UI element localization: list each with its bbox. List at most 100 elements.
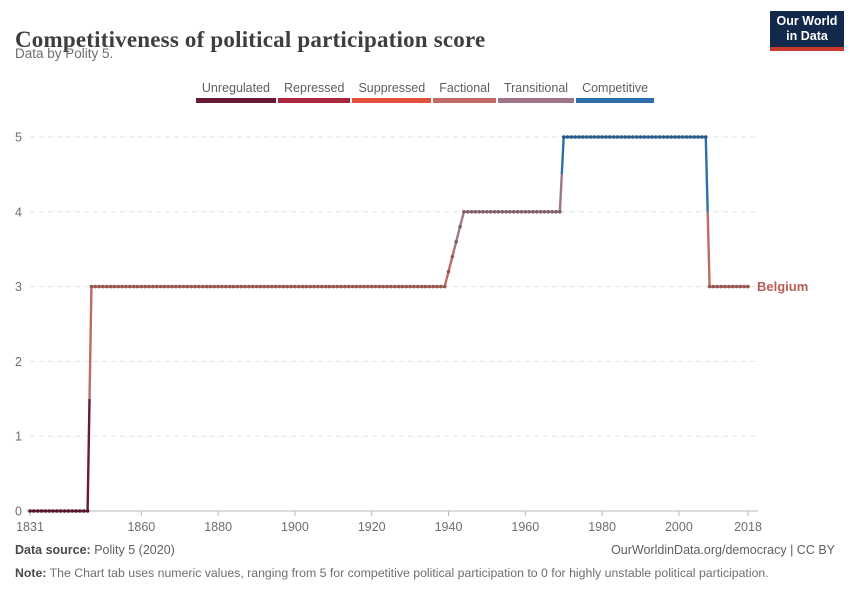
- data-point-marker[interactable]: [631, 135, 635, 139]
- data-point-marker[interactable]: [358, 284, 363, 289]
- data-point-marker[interactable]: [270, 284, 274, 289]
- data-point-marker[interactable]: [723, 284, 727, 289]
- data-point-marker[interactable]: [224, 284, 228, 289]
- data-point-marker[interactable]: [450, 254, 455, 259]
- data-point-marker[interactable]: [569, 135, 574, 139]
- data-point-marker[interactable]: [339, 284, 343, 289]
- data-point-marker[interactable]: [715, 284, 720, 289]
- data-point-marker[interactable]: [93, 284, 98, 289]
- data-point-marker[interactable]: [227, 284, 232, 289]
- data-point-marker[interactable]: [481, 210, 485, 214]
- legend-item-competitive[interactable]: Competitive: [576, 81, 655, 103]
- data-point-marker[interactable]: [496, 210, 501, 214]
- data-point-marker[interactable]: [473, 210, 478, 214]
- data-point-marker[interactable]: [289, 284, 293, 289]
- data-point-marker[interactable]: [711, 284, 716, 289]
- data-point-marker[interactable]: [511, 210, 516, 214]
- data-point-marker[interactable]: [335, 284, 339, 289]
- data-point-marker[interactable]: [139, 284, 144, 289]
- data-point-marker[interactable]: [320, 284, 324, 289]
- data-point-marker[interactable]: [419, 284, 424, 289]
- data-point-marker[interactable]: [412, 284, 416, 289]
- data-point-marker[interactable]: [212, 284, 217, 289]
- data-point-marker[interactable]: [485, 210, 489, 214]
- data-point-marker[interactable]: [81, 509, 86, 513]
- data-point-marker[interactable]: [74, 509, 78, 513]
- data-point-marker[interactable]: [247, 284, 251, 289]
- data-point-marker[interactable]: [492, 210, 497, 214]
- data-point-marker[interactable]: [104, 284, 109, 289]
- data-point-marker[interactable]: [719, 284, 723, 289]
- data-point-marker[interactable]: [389, 284, 393, 289]
- data-point-marker[interactable]: [592, 135, 597, 139]
- data-point-marker[interactable]: [147, 284, 151, 289]
- data-point-marker[interactable]: [504, 210, 508, 214]
- data-point-marker[interactable]: [369, 284, 374, 289]
- data-point-marker[interactable]: [577, 135, 581, 139]
- data-point-marker[interactable]: [465, 210, 470, 214]
- data-point-marker[interactable]: [415, 284, 420, 289]
- data-point-marker[interactable]: [32, 509, 36, 513]
- data-point-marker[interactable]: [523, 210, 528, 214]
- data-point-marker[interactable]: [285, 284, 290, 289]
- data-point-marker[interactable]: [66, 509, 71, 513]
- data-point-marker[interactable]: [331, 284, 336, 289]
- data-point-marker[interactable]: [439, 284, 443, 289]
- data-point-marker[interactable]: [650, 135, 654, 139]
- data-point-marker[interactable]: [538, 210, 543, 214]
- data-point-marker[interactable]: [665, 135, 670, 139]
- data-point-marker[interactable]: [657, 135, 662, 139]
- data-point-marker[interactable]: [462, 210, 466, 214]
- data-point-marker[interactable]: [116, 284, 121, 289]
- data-point-marker[interactable]: [204, 284, 209, 289]
- data-point-marker[interactable]: [600, 135, 604, 139]
- data-point-marker[interactable]: [730, 284, 735, 289]
- data-point-marker[interactable]: [162, 284, 167, 289]
- data-point-marker[interactable]: [97, 284, 101, 289]
- data-point-marker[interactable]: [170, 284, 174, 289]
- data-point-marker[interactable]: [423, 284, 428, 289]
- data-point-marker[interactable]: [700, 135, 704, 139]
- data-point-marker[interactable]: [89, 284, 94, 289]
- data-point-marker[interactable]: [239, 284, 243, 289]
- data-point-marker[interactable]: [550, 210, 554, 214]
- data-point-marker[interactable]: [400, 284, 405, 289]
- data-point-marker[interactable]: [611, 135, 616, 139]
- data-point-marker[interactable]: [158, 284, 163, 289]
- data-point-marker[interactable]: [573, 135, 578, 139]
- data-point-marker[interactable]: [515, 210, 520, 214]
- data-point-marker[interactable]: [684, 135, 689, 139]
- data-point-marker[interactable]: [646, 135, 650, 139]
- data-point-marker[interactable]: [458, 224, 462, 229]
- data-point-marker[interactable]: [70, 509, 75, 513]
- data-point-marker[interactable]: [154, 284, 159, 289]
- data-point-marker[interactable]: [296, 284, 301, 289]
- legend-item-transitional[interactable]: Transitional: [497, 81, 575, 103]
- data-point-marker[interactable]: [396, 284, 401, 289]
- data-point-marker[interactable]: [542, 210, 547, 214]
- data-point-marker[interactable]: [135, 284, 140, 289]
- data-point-marker[interactable]: [101, 284, 105, 289]
- data-point-marker[interactable]: [680, 135, 685, 139]
- data-point-marker[interactable]: [688, 135, 693, 139]
- data-point-marker[interactable]: [266, 284, 270, 289]
- data-point-marker[interactable]: [535, 210, 539, 214]
- data-point-marker[interactable]: [78, 509, 82, 513]
- data-point-marker[interactable]: [596, 135, 601, 139]
- data-point-marker[interactable]: [250, 284, 255, 289]
- data-point-marker[interactable]: [216, 284, 220, 289]
- data-point-marker[interactable]: [604, 135, 608, 139]
- data-point-marker[interactable]: [35, 509, 40, 513]
- data-point-marker[interactable]: [293, 284, 297, 289]
- legend-item-factional[interactable]: Factional: [433, 81, 496, 103]
- data-point-marker[interactable]: [51, 509, 55, 513]
- data-point-marker[interactable]: [546, 210, 551, 214]
- data-point-marker[interactable]: [177, 284, 182, 289]
- data-point-marker[interactable]: [343, 284, 347, 289]
- data-point-marker[interactable]: [727, 284, 731, 289]
- data-point-marker[interactable]: [243, 284, 247, 289]
- data-point-marker[interactable]: [477, 210, 482, 214]
- attribution-link[interactable]: OurWorldinData.org/democracy | CC BY: [611, 543, 835, 557]
- data-point-marker[interactable]: [273, 284, 278, 289]
- data-point-marker[interactable]: [627, 135, 631, 139]
